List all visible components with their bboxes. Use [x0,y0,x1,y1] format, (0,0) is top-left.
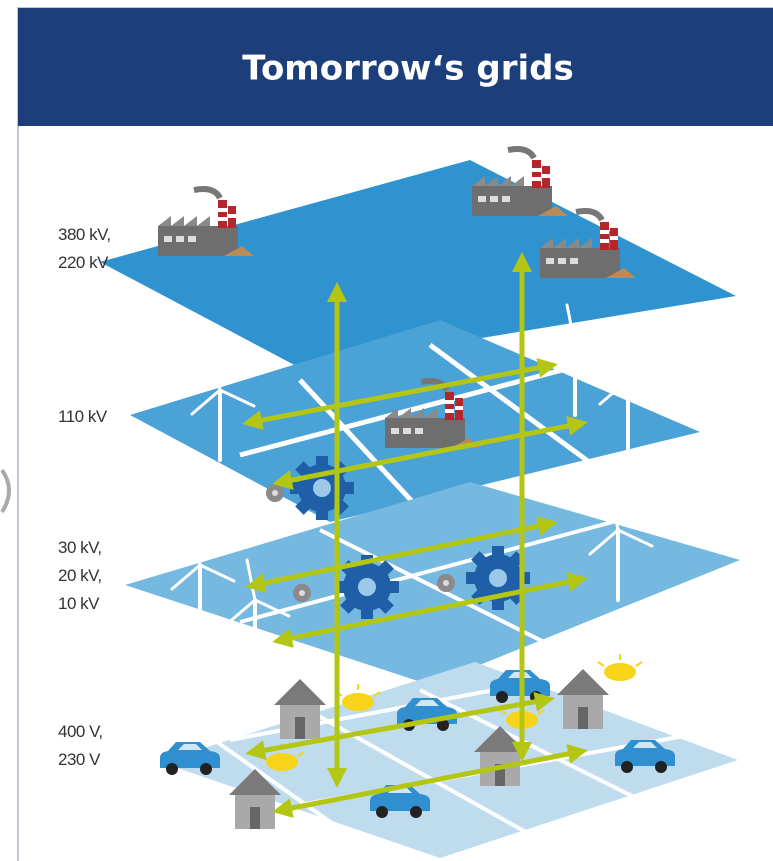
voltage-label: 10 kV [58,594,100,613]
voltage-label: 220 kV [58,253,109,272]
edge-arc [0,468,11,514]
layer-plane [100,160,736,368]
gear-icon [437,574,455,592]
gear-icon [266,484,284,502]
power-flow-arrows [242,252,588,818]
voltage-label: 20 kV, [58,566,102,585]
title: Tomorrow‘s grids [242,49,573,89]
header [18,8,773,126]
voltage-label: 380 kV, [58,225,111,244]
gear-icon [290,456,354,520]
voltage-label: 230 V [58,750,101,769]
voltage-label: 110 kV [58,407,108,426]
gear-icon [293,584,311,602]
voltage-label: 30 kV, [58,538,102,557]
voltage-label: 400 V, [58,722,103,741]
